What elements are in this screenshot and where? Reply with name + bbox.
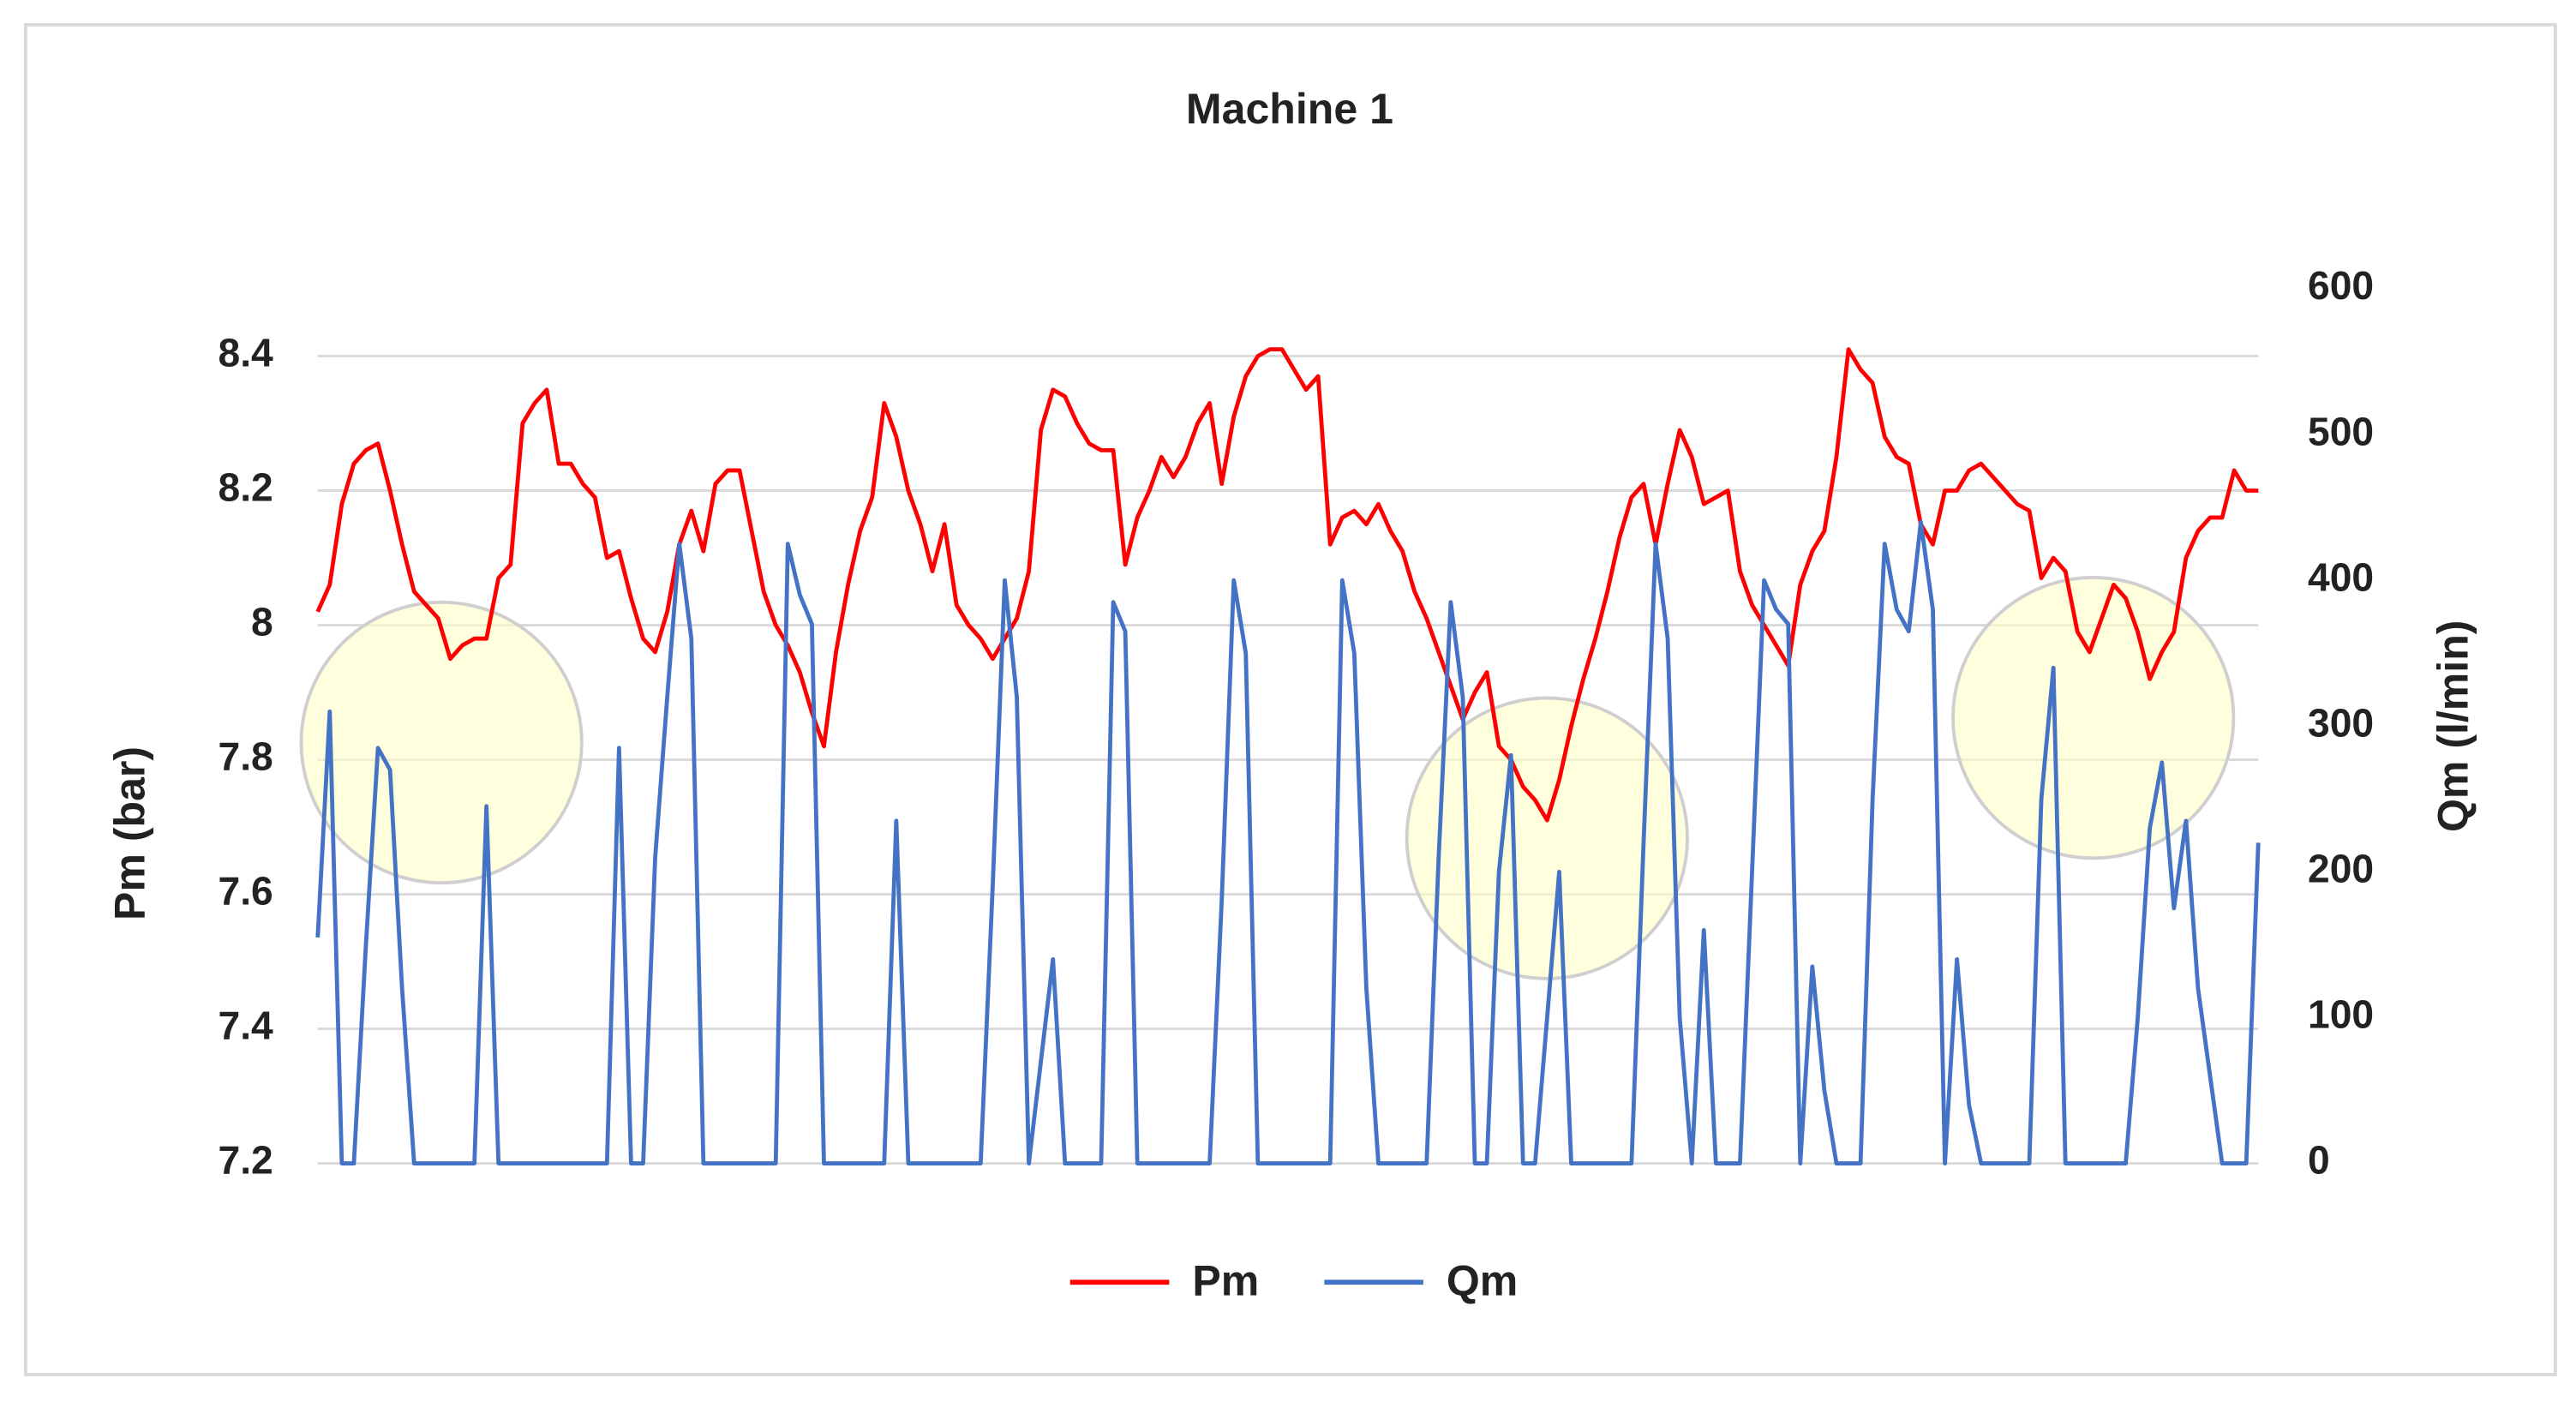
y2-tick-label: 0 (2308, 1138, 2330, 1183)
chart-title: Machine 1 (1186, 85, 1393, 133)
y-tick-label: 7.6 (219, 869, 273, 914)
y2-tick-label: 600 (2308, 263, 2374, 308)
highlight-circle (1405, 696, 1689, 980)
plot (315, 347, 2261, 1165)
y2-tick-label: 500 (2308, 409, 2374, 453)
legend: Pm Qm (1069, 1256, 1518, 1304)
y2-tick-label: 100 (2308, 992, 2374, 1037)
y-tick-label: 8.2 (219, 465, 273, 510)
highlight-circle (299, 600, 584, 885)
y-tick-label: 8 (251, 600, 273, 644)
y2-tick-label: 300 (2308, 700, 2374, 745)
line-series (315, 347, 2259, 823)
highlight-circle (1951, 576, 2236, 860)
y-tick-label: 7.8 (219, 734, 273, 779)
legend-label: Pm (1192, 1256, 1259, 1304)
y2-tick-label: 400 (2308, 554, 2374, 599)
y2-axis-label: Qm (l/min) (2429, 620, 2477, 832)
y-tick-label: 8.4 (219, 331, 274, 375)
line-series (315, 519, 2261, 1165)
y-axis-label: Pm (bar) (105, 746, 153, 920)
y2-tick-label: 200 (2308, 847, 2374, 891)
legend-label: Qm (1447, 1256, 1518, 1304)
y-tick-label: 7.2 (219, 1138, 273, 1183)
y-tick-label: 7.4 (219, 1004, 274, 1048)
